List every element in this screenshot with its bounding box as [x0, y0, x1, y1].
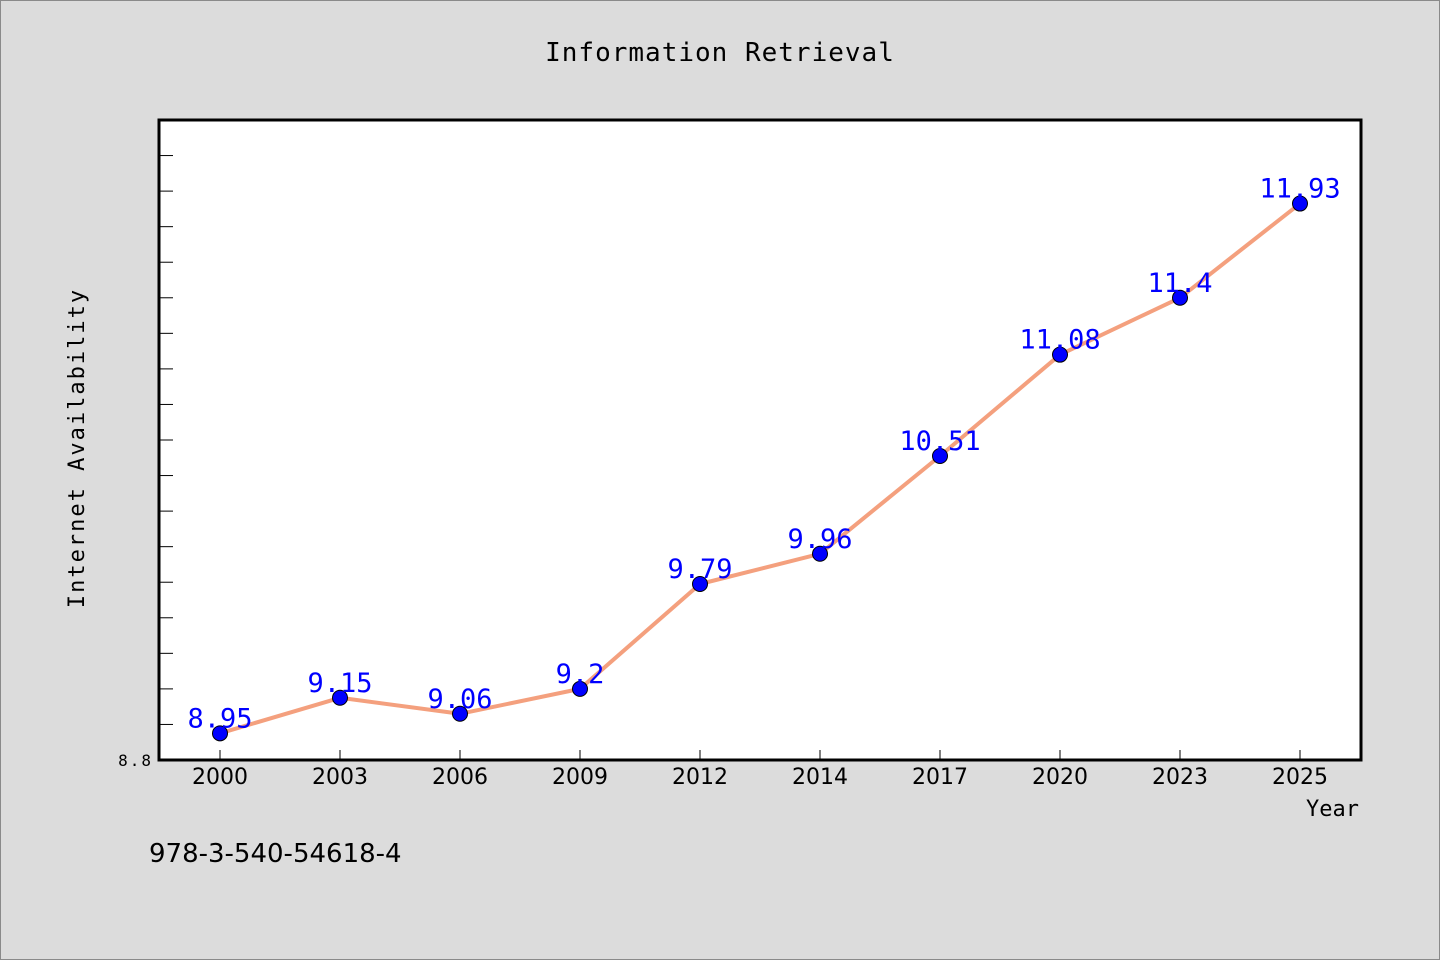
x-tick-label: 2014: [792, 765, 848, 790]
data-label: 10.51: [899, 426, 980, 457]
x-tick-label: 2025: [1272, 765, 1328, 790]
y-axis-tick-labels: 8.8: [118, 751, 153, 770]
x-tick-label: 2006: [432, 765, 488, 790]
x-axis-tick-labels: 2000 2003 2006 2009 2012 2014 2017 2020 2023 2025: [192, 765, 1328, 790]
x-tick-label: 2023: [1152, 765, 1208, 790]
data-label: 11.4: [1147, 268, 1212, 299]
data-point: [1172, 289, 1188, 306]
data-point: [1292, 195, 1308, 212]
data-point: [212, 725, 228, 742]
data-point: [1052, 346, 1068, 363]
isbn-footer: 978-3-540-54618-4: [149, 839, 402, 869]
x-tick-label: 2009: [552, 765, 608, 790]
x-tick-label: 2000: [192, 765, 248, 790]
x-tick-label: 2020: [1032, 765, 1088, 790]
data-label: 9.06: [427, 684, 492, 715]
data-label: 11.08: [1019, 325, 1100, 356]
data-point: [572, 680, 588, 697]
data-label: 9.15: [307, 668, 372, 699]
x-tick-label: 2003: [312, 765, 368, 790]
y-axis-ticks: [159, 119, 173, 761]
x-tick-label: 2012: [672, 765, 728, 790]
data-point: [932, 448, 948, 464]
x-axis-label: Year: [1306, 797, 1359, 822]
data-point: [332, 689, 348, 706]
data-label: 9.2: [556, 659, 605, 690]
data-label: 9.96: [787, 524, 852, 555]
data-label: 11.93: [1259, 174, 1340, 205]
data-point: [692, 576, 708, 592]
data-label: 9.79: [667, 554, 732, 585]
data-point: [452, 705, 468, 722]
series-layer: 8.95 9.15 9.06 9.2 9.79 9.96 10.51 11.08 11.4 11.…: [187, 174, 1341, 742]
x-axis-ticks: [219, 750, 1301, 760]
chart-title: Information Retrieval: [545, 38, 895, 68]
data-label: 8.95: [187, 703, 252, 734]
series-line: [218, 201, 1302, 736]
y-tick-label: 8.8: [118, 751, 153, 770]
data-point: [812, 545, 828, 562]
y-axis-label: Internet Availability: [65, 288, 90, 608]
plot-area: [157, 118, 1363, 762]
x-tick-label: 2017: [912, 765, 968, 790]
